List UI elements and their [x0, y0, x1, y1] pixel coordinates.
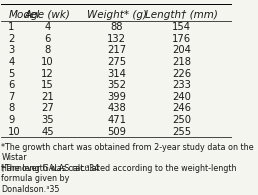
Text: 226: 226 [172, 69, 191, 79]
Text: 88: 88 [110, 22, 123, 32]
Text: 9: 9 [8, 115, 15, 125]
Text: 5: 5 [8, 69, 15, 79]
Text: 3: 3 [8, 45, 14, 56]
Text: 12: 12 [41, 69, 54, 79]
Text: 7: 7 [8, 92, 15, 102]
Text: 314: 314 [107, 69, 126, 79]
Text: 21: 21 [41, 92, 54, 102]
Text: Weight* (g): Weight* (g) [87, 10, 147, 20]
Text: 438: 438 [107, 103, 126, 113]
Text: 6: 6 [8, 80, 15, 90]
Text: 15: 15 [41, 80, 54, 90]
Text: 35: 35 [41, 115, 54, 125]
Text: 250: 250 [172, 115, 191, 125]
Text: 8: 8 [44, 45, 51, 56]
Text: Model: Model [8, 10, 39, 20]
Text: 45: 45 [41, 127, 54, 136]
Text: 132: 132 [107, 34, 126, 44]
Text: 1: 1 [8, 22, 15, 32]
Text: 218: 218 [172, 57, 191, 67]
Text: 154: 154 [172, 22, 191, 32]
Text: †The length was calculated according to the weight-length formula given by
Donal: †The length was calculated according to … [1, 164, 237, 194]
Text: 204: 204 [172, 45, 191, 56]
Text: 233: 233 [172, 80, 191, 90]
Text: 6: 6 [44, 34, 51, 44]
Text: 10: 10 [8, 127, 21, 136]
Text: *The growth chart was obtained from 2-year study data on the Wistar
Hannover GAL: *The growth chart was obtained from 2-ye… [1, 143, 254, 173]
Text: 8: 8 [8, 103, 14, 113]
Text: 217: 217 [107, 45, 126, 56]
Text: 2: 2 [8, 34, 15, 44]
Text: 176: 176 [172, 34, 191, 44]
Text: 246: 246 [172, 103, 191, 113]
Text: 275: 275 [107, 57, 126, 67]
Text: Length† (mm): Length† (mm) [145, 10, 218, 20]
Text: 471: 471 [107, 115, 126, 125]
Text: 255: 255 [172, 127, 191, 136]
Text: 352: 352 [107, 80, 126, 90]
Text: 240: 240 [172, 92, 191, 102]
Text: 27: 27 [41, 103, 54, 113]
Text: 4: 4 [44, 22, 51, 32]
Text: 399: 399 [107, 92, 126, 102]
Text: 509: 509 [107, 127, 126, 136]
Text: 4: 4 [8, 57, 14, 67]
Text: 10: 10 [41, 57, 54, 67]
Text: Age (wk): Age (wk) [25, 10, 70, 20]
